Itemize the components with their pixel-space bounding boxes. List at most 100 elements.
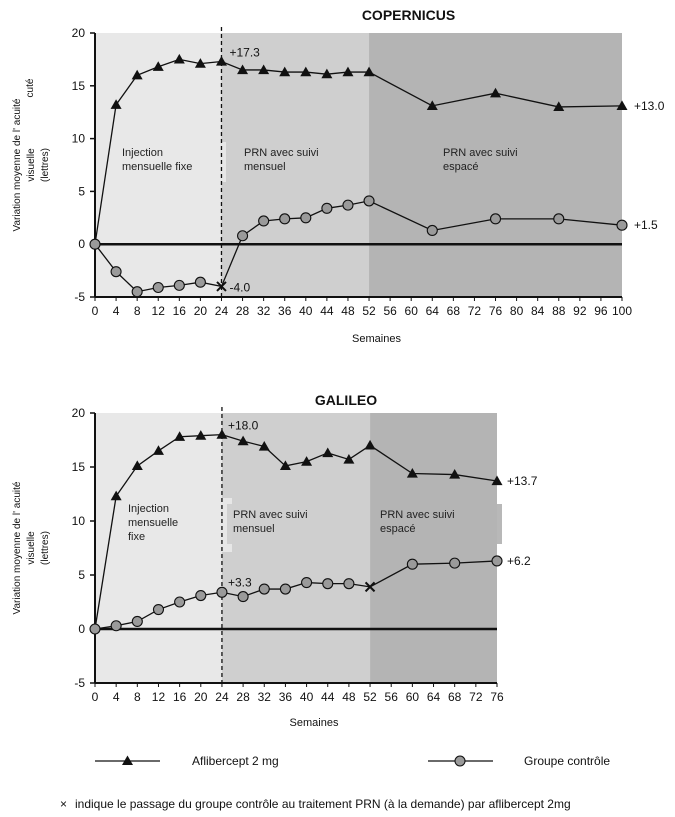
data-point-aflibercept bbox=[152, 445, 164, 455]
x-tick-label: 8 bbox=[134, 690, 141, 704]
phase-label-box bbox=[122, 498, 232, 552]
y-tick-label: 10 bbox=[72, 514, 86, 528]
data-point-control bbox=[110, 620, 122, 632]
x-tick-label: 0 bbox=[92, 304, 99, 318]
data-point-control bbox=[322, 578, 334, 590]
data-label: -4.0 bbox=[229, 280, 250, 294]
data-point-control bbox=[363, 195, 375, 207]
y-axis-label-fragment: cuté bbox=[25, 78, 36, 97]
data-point-aflibercept bbox=[321, 68, 333, 79]
data-label: +18.0 bbox=[228, 419, 259, 433]
data-point-aflibercept bbox=[279, 460, 291, 471]
y-axis-label: visuelle bbox=[26, 148, 37, 182]
legend-control-marker bbox=[454, 755, 466, 767]
x-tick-label: 64 bbox=[426, 304, 440, 318]
phase-label: PRN avec suivi bbox=[244, 147, 319, 159]
data-point-aflibercept bbox=[194, 58, 206, 68]
data-point-aflibercept bbox=[342, 66, 354, 77]
x-tick-label: 24 bbox=[215, 304, 229, 318]
phase-label-box bbox=[374, 504, 502, 544]
data-point-origin bbox=[89, 623, 101, 635]
x-tick-label: 52 bbox=[362, 304, 376, 318]
data-point-aflibercept bbox=[322, 447, 334, 458]
data-point-control bbox=[152, 604, 165, 616]
y-tick-label: -5 bbox=[74, 290, 85, 304]
data-point-control bbox=[426, 224, 438, 237]
data-point-control bbox=[553, 213, 565, 225]
data-point-aflibercept bbox=[343, 453, 355, 464]
x-tick-label: 92 bbox=[573, 304, 587, 318]
data-point-origin bbox=[89, 238, 101, 250]
data-label: +13.0 bbox=[634, 99, 665, 113]
x-tick-label: 4 bbox=[113, 304, 120, 318]
data-point-aflibercept bbox=[258, 64, 270, 75]
chart-galileo: Injection mensuelle fixe PRN avec suivi mens… bbox=[12, 392, 538, 729]
phase-label: mensuelle bbox=[128, 517, 178, 529]
legend-aflibercept-label: Aflibercept 2 mg bbox=[192, 754, 279, 768]
phase-label-box bbox=[116, 142, 226, 182]
data-point-control bbox=[152, 281, 164, 294]
x-tick-label: 72 bbox=[468, 304, 482, 318]
data-point-control bbox=[131, 615, 143, 627]
data-label: +1.5 bbox=[634, 218, 658, 232]
data-point-aflibercept bbox=[131, 69, 143, 80]
data-point-aflibercept bbox=[195, 430, 207, 440]
phase-label: mensuel bbox=[233, 523, 275, 535]
y-axis-label: Variation moyenne de l' acuité bbox=[12, 481, 23, 614]
data-point-aflibercept bbox=[406, 467, 418, 478]
x-tick-label: 88 bbox=[552, 304, 566, 318]
data-label: +17.3 bbox=[229, 46, 260, 60]
data-label: +6.2 bbox=[507, 554, 531, 568]
x-tick-label: 16 bbox=[173, 304, 187, 318]
phase-label: Injection bbox=[122, 147, 163, 159]
data-point-control bbox=[279, 583, 291, 595]
x-tick-label: 28 bbox=[236, 690, 250, 704]
data-point-aflibercept bbox=[616, 100, 628, 110]
phase-label: espacé bbox=[380, 523, 415, 535]
data-point-aflibercept bbox=[279, 66, 291, 77]
chart-title: GALILEO bbox=[315, 392, 377, 408]
data-point-aflibercept bbox=[449, 469, 461, 479]
y-axis-label: (lettres) bbox=[40, 148, 51, 182]
x-tick-label: 60 bbox=[406, 690, 420, 704]
phase-label: fixe bbox=[128, 531, 145, 543]
x-tick-label: 68 bbox=[447, 304, 461, 318]
data-point-aflibercept bbox=[553, 101, 565, 112]
data-point-control bbox=[258, 215, 270, 227]
x-tick-label: 52 bbox=[363, 690, 377, 704]
x-tick-label: 20 bbox=[194, 304, 208, 318]
x-tick-label: 44 bbox=[320, 304, 334, 318]
phase-label: mensuelle fixe bbox=[122, 161, 192, 173]
data-point-control bbox=[342, 199, 354, 211]
data-point-aflibercept bbox=[173, 53, 185, 64]
data-point-control bbox=[406, 558, 418, 570]
x-tick-label: 48 bbox=[342, 690, 356, 704]
x-tick-label: 16 bbox=[173, 690, 187, 704]
data-point-aflibercept bbox=[301, 456, 313, 466]
y-tick-label: 0 bbox=[78, 237, 85, 251]
data-point-control bbox=[131, 286, 143, 298]
chart-copernicus: Injection mensuelle fixe PRN avec suivi men… bbox=[12, 7, 665, 345]
data-point-control bbox=[489, 213, 502, 225]
y-tick-label: 5 bbox=[78, 184, 85, 198]
x-tick-label: 20 bbox=[194, 690, 208, 704]
x-tick-label: 36 bbox=[279, 690, 293, 704]
data-point-control-switch bbox=[216, 281, 227, 292]
phase-label: PRN avec suivi bbox=[380, 509, 455, 521]
x-tick-label: 44 bbox=[321, 690, 335, 704]
phase-band bbox=[221, 413, 371, 683]
x-tick-label: 4 bbox=[113, 690, 120, 704]
x-tick-label: 32 bbox=[258, 690, 272, 704]
x-tick-label: 76 bbox=[489, 304, 503, 318]
data-point-aflibercept bbox=[110, 99, 122, 109]
data-point-control bbox=[258, 583, 270, 595]
data-label: +3.3 bbox=[228, 575, 252, 589]
data-point-aflibercept bbox=[258, 440, 270, 451]
phase-label: Injection bbox=[128, 503, 169, 515]
y-tick-label: -5 bbox=[74, 676, 85, 690]
data-point-aflibercept bbox=[490, 87, 502, 98]
y-axis-label: (lettres) bbox=[40, 531, 51, 565]
x-tick-label: 72 bbox=[469, 690, 483, 704]
data-point-control bbox=[194, 276, 206, 288]
